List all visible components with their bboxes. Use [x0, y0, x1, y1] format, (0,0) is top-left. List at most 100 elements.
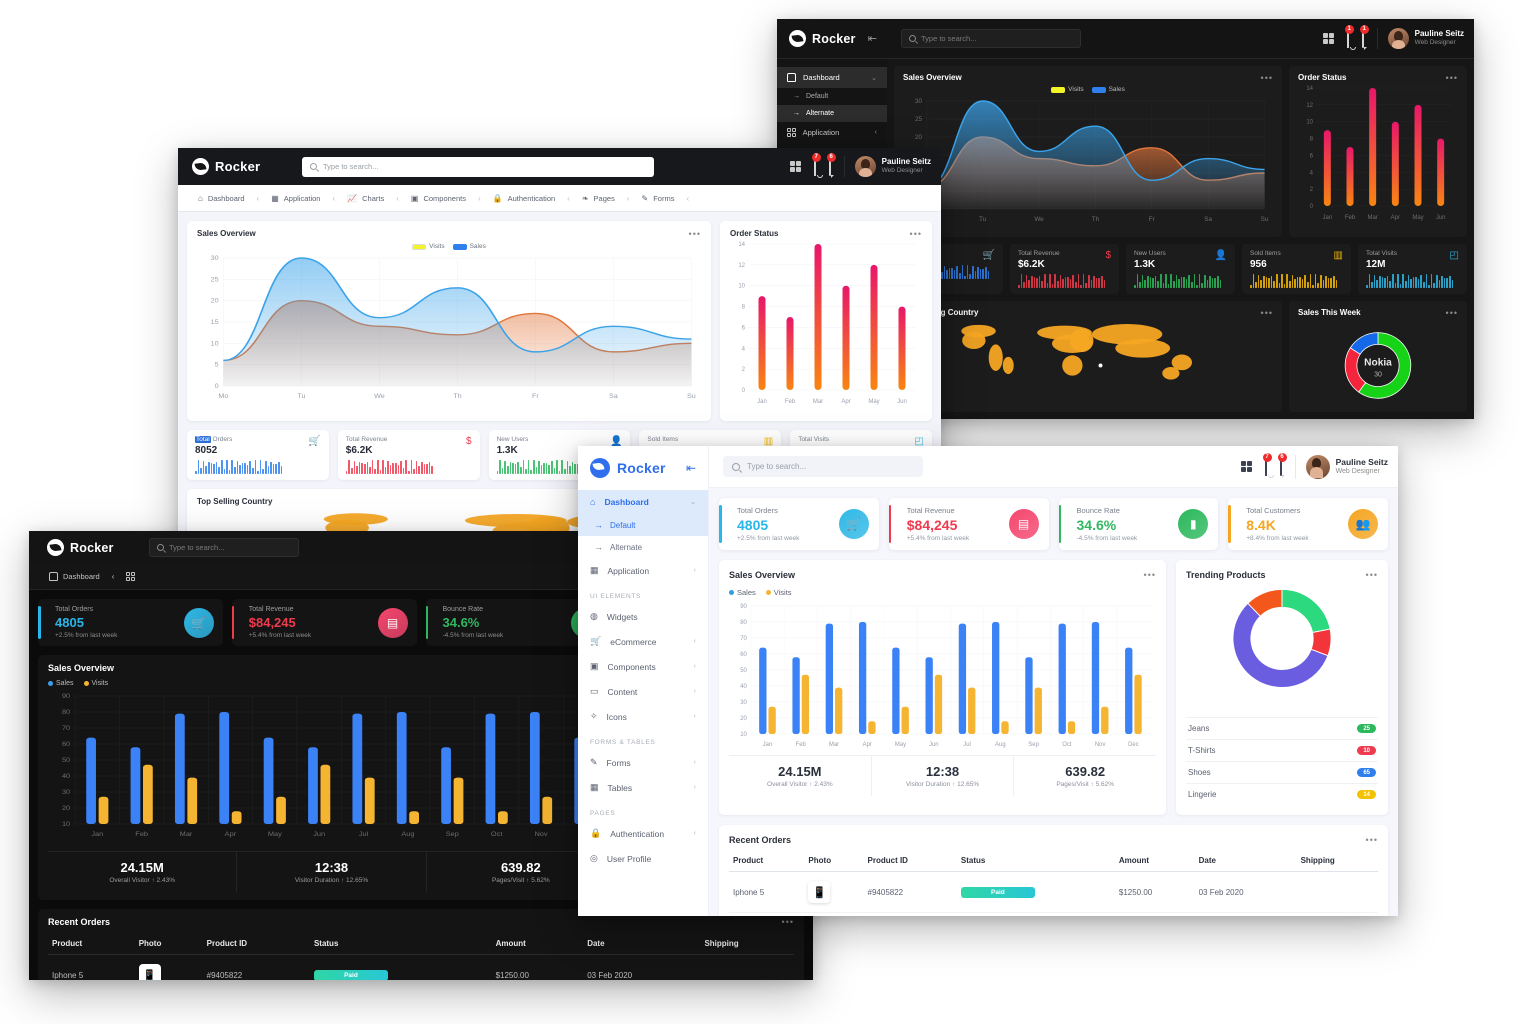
- stat-card-total-visits[interactable]: Total Visits 12M ◰: [1358, 244, 1467, 294]
- nav-item-application[interactable]: ▦ Application: [261, 194, 330, 203]
- bell-icon[interactable]: 7: [1262, 452, 1272, 476]
- sidebar-item-application[interactable]: Application ‹: [777, 122, 887, 143]
- kebab-menu-icon[interactable]: •••: [1143, 570, 1156, 581]
- user-menu[interactable]: Pauline Seitz Web Designer: [843, 156, 931, 177]
- sidebar-item-forms[interactable]: ✎ Forms ‹: [578, 750, 708, 775]
- search-input[interactable]: Type to search...: [723, 456, 923, 478]
- sidebar-item-dashboard[interactable]: Dashboard ⌄: [777, 67, 887, 88]
- search-input[interactable]: Type to search...: [302, 156, 654, 177]
- card-title: Order Status: [1298, 73, 1347, 82]
- kebab-menu-icon[interactable]: •••: [688, 228, 701, 239]
- user-menu[interactable]: Pauline Seitz Web Designer: [1294, 454, 1388, 479]
- bell-icon[interactable]: 7: [811, 152, 821, 176]
- chat-icon[interactable]: 6: [1277, 452, 1287, 476]
- nav-item-authentication[interactable]: 🔒 Authentication: [483, 194, 566, 203]
- nav-item-components[interactable]: ▣ Components: [401, 194, 476, 203]
- table-header-row: Product Photo Product ID Status Amount Date Sh…: [48, 933, 794, 955]
- sidebar-item-dashboard[interactable]: ⌂ Dashboard ⌄: [578, 490, 708, 514]
- chat-icon[interactable]: 1: [1359, 24, 1369, 48]
- apps-grid-icon[interactable]: [1323, 33, 1334, 44]
- cart-icon: 🛒: [590, 636, 602, 646]
- kpi-value: 8.4K: [1246, 517, 1276, 534]
- chevron-left-icon: ‹: [693, 688, 696, 695]
- kpi-label: Total Revenue: [906, 506, 955, 516]
- kpi-label: Bounce Rate: [442, 606, 483, 613]
- trending-product-row[interactable]: Shoes 65: [1186, 761, 1378, 783]
- dollar-icon: $: [1105, 250, 1111, 261]
- stat-card-orders[interactable]: Total Orders 8052 🛒: [187, 430, 329, 480]
- sidebar-item-default[interactable]: → Default: [578, 514, 708, 536]
- user-menu[interactable]: Pauline Seitz Web Designer: [1376, 28, 1464, 49]
- kpi-subtext: -4.5% from last week: [1076, 535, 1138, 543]
- kpi-subtext: +2.5% from last week: [55, 632, 118, 639]
- sidebar-item-content[interactable]: ▭ Content ‹: [578, 679, 708, 704]
- kpi-card-total-orders[interactable]: Total Orders 4805 +2.5% from last week 🛒: [38, 599, 223, 646]
- sidebar-item-widgets[interactable]: ◍ Widgets: [578, 604, 708, 629]
- kebab-menu-icon[interactable]: •••: [1445, 72, 1458, 83]
- sidebar-item-user-profile[interactable]: ◎ User Profile: [578, 846, 708, 871]
- apps-grid-icon[interactable]: [1241, 461, 1252, 472]
- nav-item-dashboard[interactable]: ⌂ Dashboard: [188, 194, 255, 203]
- sidebar-item-icons[interactable]: ✧ Icons ‹: [578, 704, 708, 729]
- chevron-left-icon: ‹: [693, 784, 696, 791]
- sidebar-item-default[interactable]: → Default: [777, 88, 887, 105]
- nav-item-dashboard[interactable]: Dashboard: [39, 572, 110, 581]
- nav-item-forms[interactable]: ✎ Forms: [632, 194, 685, 203]
- brand-name: Rocker: [617, 460, 666, 476]
- kpi-card-total-revenue[interactable]: Total Revenue $84,245 +5.4% from last week…: [231, 599, 417, 646]
- kebab-menu-icon[interactable]: •••: [1365, 835, 1378, 846]
- kebab-menu-icon[interactable]: •••: [781, 917, 794, 927]
- kpi-card-total-orders[interactable]: Total Orders 4805 +2.5% from last week 🛒: [719, 498, 879, 551]
- stat-card-sold-items[interactable]: Sold Items 956 ▥: [1242, 244, 1351, 294]
- nav-item-charts[interactable]: 📈 Charts: [337, 194, 394, 203]
- product-label: T-Shirts: [1188, 746, 1216, 756]
- sidebar-collapse-icon[interactable]: ⇤: [867, 33, 877, 45]
- apps-grid-icon[interactable]: [790, 161, 801, 172]
- chat-icon[interactable]: 6: [826, 152, 836, 176]
- sidebar-item-label: Default: [806, 93, 829, 100]
- cart-icon: 🛒: [982, 250, 995, 261]
- trending-product-row[interactable]: Lingerie 14: [1186, 783, 1378, 805]
- stat-card-total-revenue[interactable]: Total Revenue $6.2K $: [1010, 244, 1119, 294]
- table-row[interactable]: Iphone 5 📱 #9405822 Paid $1250.00 03 Feb 2020: [729, 871, 1378, 914]
- kebab-menu-icon[interactable]: •••: [1260, 72, 1273, 83]
- sidebar-item-ecommerce[interactable]: 🛒 eCommerce ‹: [578, 629, 708, 654]
- kebab-menu-icon[interactable]: •••: [909, 228, 922, 239]
- mini-stat-label: Visitor Duration ↑ 12.65%: [905, 781, 980, 789]
- kebab-menu-icon[interactable]: •••: [1445, 307, 1458, 318]
- kpi-card-total-revenue[interactable]: Total Revenue $84,245 +5.4% from last week…: [888, 498, 1049, 551]
- sidebar-item-tables[interactable]: ▦ Tables ‹: [578, 775, 708, 800]
- svg-text:2: 2: [1310, 187, 1314, 193]
- sidebar-item-alternate[interactable]: → Alternate: [578, 536, 708, 558]
- kebab-menu-icon[interactable]: •••: [1260, 307, 1273, 318]
- sparkline: [345, 460, 472, 474]
- svg-text:0: 0: [215, 383, 219, 389]
- trending-product-row[interactable]: Jeans 25: [1186, 717, 1378, 739]
- kebab-menu-icon[interactable]: •••: [1365, 570, 1378, 581]
- sidebar-item-authentication[interactable]: 🔒 Authentication ‹: [578, 821, 708, 846]
- svg-text:30: 30: [62, 790, 70, 796]
- sidebar-collapse-icon[interactable]: ⇤: [685, 461, 696, 475]
- nav-item-pages[interactable]: ❧ Pages: [572, 194, 625, 203]
- table-row[interactable]: Iphone 5 📱 #9405822 Paid $1250.00 03 Feb 2020: [48, 954, 794, 980]
- bell-icon[interactable]: 1: [1344, 24, 1354, 48]
- svg-text:Sa: Sa: [1204, 216, 1212, 223]
- sidebar-item-application[interactable]: ▦ Application ‹: [578, 558, 708, 583]
- sidebar-group-title: UI ELEMENTS: [590, 593, 642, 600]
- stat-card-new-users[interactable]: New Users 1.3K 👤: [1126, 244, 1235, 294]
- dashboard-window-dark-alternate[interactable]: Rocker ⇤ Type to search... 1 1 Pauline S…: [777, 19, 1474, 419]
- search-input[interactable]: Type to search...: [901, 29, 1081, 48]
- sidebar-item-alternate[interactable]: → Alternate: [777, 105, 887, 122]
- product-photo: 📱: [138, 964, 161, 980]
- sidebar-item-components[interactable]: ▣ Components ‹: [578, 654, 708, 679]
- nav-item-application[interactable]: [116, 572, 145, 581]
- home-icon: ⌂: [198, 193, 203, 203]
- dashboard-window-light-default[interactable]: Rocker ⇤ ⌂ Dashboard ⌄ → Default → Alternate ▦ A…: [578, 446, 1398, 916]
- legend-label-sales: Sales: [469, 243, 486, 250]
- svg-text:14: 14: [738, 242, 745, 248]
- trending-product-row[interactable]: T-Shirts 10: [1186, 739, 1378, 761]
- stat-card-total-revenue[interactable]: Total Revenue $6.2K $: [337, 430, 480, 480]
- search-input[interactable]: Type to search...: [149, 538, 299, 557]
